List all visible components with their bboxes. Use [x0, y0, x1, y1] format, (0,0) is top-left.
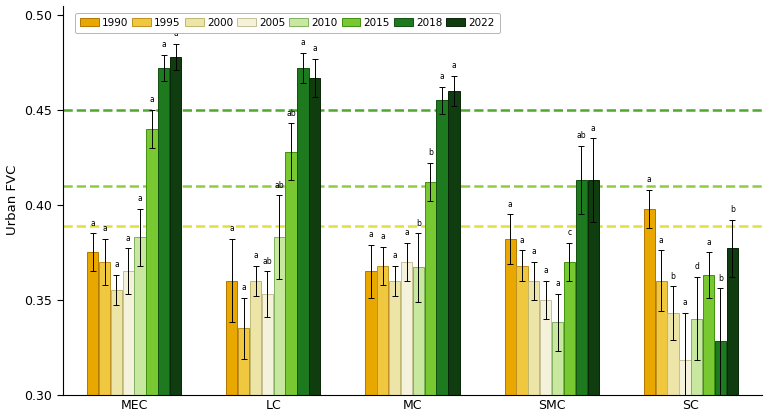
Text: a: a — [591, 124, 595, 133]
Bar — [389, 281, 400, 395]
Text: ab: ab — [577, 131, 586, 140]
Text: a: a — [174, 29, 178, 38]
Bar — [656, 281, 667, 395]
Bar — [158, 68, 170, 395]
Text: b: b — [416, 219, 421, 227]
Bar — [516, 265, 528, 395]
Bar — [528, 281, 539, 395]
Bar — [505, 239, 516, 395]
Text: a: a — [380, 232, 386, 241]
Bar — [576, 180, 587, 395]
Bar — [377, 265, 389, 395]
Text: a: a — [253, 251, 258, 260]
Text: a: a — [555, 279, 560, 288]
Bar — [449, 91, 459, 395]
Text: a: a — [150, 95, 154, 104]
Text: a: a — [683, 298, 687, 307]
Bar — [703, 275, 714, 395]
Text: b: b — [670, 272, 676, 281]
Bar — [540, 300, 551, 395]
Text: a: a — [241, 283, 246, 292]
Bar — [250, 281, 261, 395]
Bar — [412, 268, 424, 395]
Text: ab: ab — [263, 257, 272, 265]
Bar — [366, 271, 376, 395]
Text: a: a — [230, 224, 234, 233]
Text: a: a — [300, 38, 306, 47]
Text: a: a — [647, 175, 652, 184]
Text: c: c — [568, 228, 571, 237]
Bar — [134, 237, 146, 395]
Text: a: a — [659, 236, 664, 245]
Text: a: a — [440, 72, 445, 82]
Bar — [227, 281, 237, 395]
Text: a: a — [91, 219, 95, 227]
Text: a: a — [369, 230, 373, 239]
Text: b: b — [730, 205, 735, 214]
Y-axis label: Urban FVC: Urban FVC — [5, 165, 18, 235]
Bar — [727, 248, 738, 395]
Bar — [310, 78, 320, 395]
Bar — [691, 319, 703, 395]
Text: a: a — [543, 266, 548, 275]
Text: ab: ab — [286, 109, 296, 117]
Text: d: d — [694, 262, 699, 271]
Bar — [667, 313, 679, 395]
Text: ab: ab — [274, 181, 284, 190]
Text: a: a — [392, 251, 397, 260]
Bar — [401, 262, 412, 395]
Bar — [588, 180, 599, 395]
Bar — [123, 271, 134, 395]
Bar — [147, 129, 157, 395]
Bar — [87, 252, 98, 395]
Bar — [286, 152, 296, 395]
Text: a: a — [707, 237, 711, 247]
Bar — [644, 209, 655, 395]
Bar — [170, 57, 181, 395]
Text: a: a — [126, 234, 131, 243]
Bar — [238, 328, 250, 395]
Text: a: a — [520, 236, 525, 245]
Bar — [297, 68, 309, 395]
Bar — [552, 322, 563, 395]
Text: a: a — [508, 200, 512, 209]
Text: b: b — [428, 148, 432, 157]
Text: a: a — [531, 247, 536, 256]
Bar — [679, 360, 690, 395]
Text: a: a — [161, 40, 166, 49]
Bar — [425, 182, 436, 395]
Text: a: a — [404, 228, 409, 237]
Bar — [111, 290, 122, 395]
Bar — [273, 237, 285, 395]
Text: a: a — [114, 260, 119, 269]
Bar — [564, 262, 575, 395]
Text: a: a — [313, 44, 317, 53]
Bar — [436, 100, 448, 395]
Legend: 1990, 1995, 2000, 2005, 2010, 2015, 2018, 2022: 1990, 1995, 2000, 2005, 2010, 2015, 2018… — [74, 13, 500, 33]
Bar — [715, 342, 726, 395]
Bar — [262, 294, 273, 395]
Text: b: b — [718, 274, 723, 283]
Text: a: a — [137, 194, 142, 203]
Text: a: a — [452, 61, 456, 70]
Bar — [99, 262, 110, 395]
Text: a: a — [102, 224, 107, 233]
